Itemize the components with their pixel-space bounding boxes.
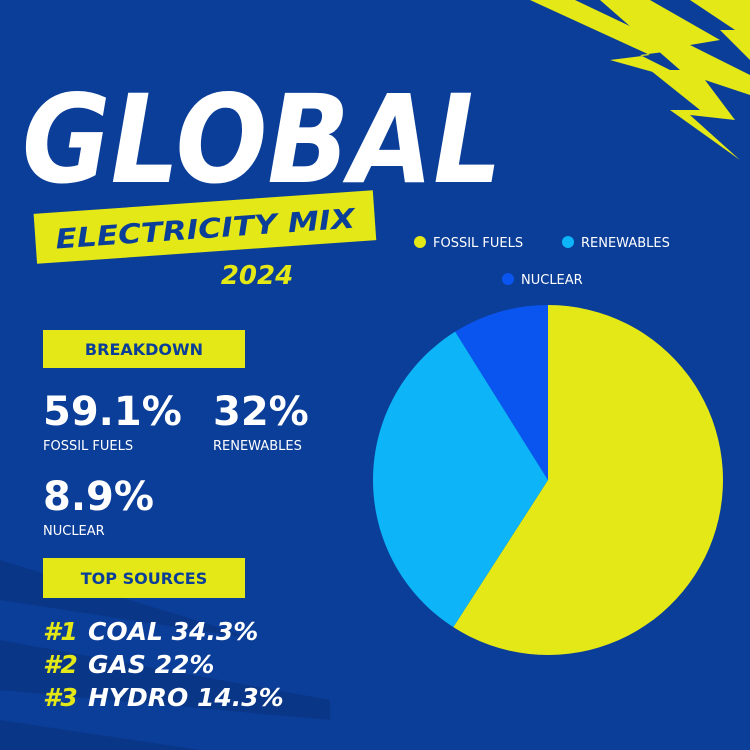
source: GAS 22% [88,650,214,679]
section-box [43,558,245,598]
legend-label: RENEWABLES [581,236,670,251]
bolt [600,0,750,160]
stat-value: 8.9% [43,474,154,520]
section-title: TOP SOURCES [81,569,207,588]
rank: #3 [43,683,78,712]
bolt [690,0,750,60]
legend-swatch [502,273,514,285]
stat-value: 59.1% [43,389,182,435]
stat-label: RENEWABLES [213,439,302,454]
stripe [0,720,200,750]
source: COAL 34.3% [88,617,258,646]
pie-slice [373,331,548,628]
stat-label: NUCLEAR [43,524,105,539]
banner [33,190,377,264]
rank: #2 [43,650,78,679]
pie-slice [453,304,724,656]
bolt [530,0,700,85]
section-title: BREAKDOWN [85,340,203,359]
title: GLOBAL [22,69,502,211]
legend-swatch [562,236,574,248]
stat-value: 32% [213,389,309,435]
legend-label: NUCLEAR [521,273,583,288]
section-box [43,330,245,368]
year: 2024 [221,261,293,291]
stripe [0,640,330,720]
legend-swatch [414,236,426,248]
source: HYDRO 14.3% [88,683,284,712]
legend-label: FOSSIL FUELS [433,236,523,251]
stat-label: FOSSIL FUELS [43,439,133,454]
rank: #1 [43,617,78,646]
pie-slice [455,305,548,480]
